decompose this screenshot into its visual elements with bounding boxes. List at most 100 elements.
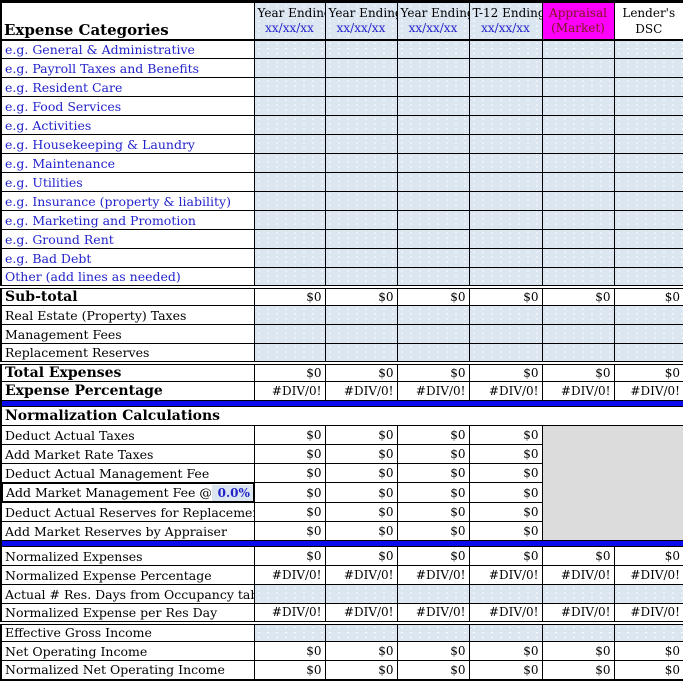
- value-cell[interactable]: $0: [541, 660, 615, 680]
- input-cell[interactable]: [468, 172, 543, 192]
- input-cell[interactable]: [468, 191, 543, 211]
- column-header-period-4[interactable]: T-12 Ending xx/xx/xx: [468, 1, 543, 41]
- row-label[interactable]: Normalized Expense per Res Day: [0, 603, 255, 625]
- row-label[interactable]: Other (add lines as needed): [0, 267, 255, 287]
- input-cell[interactable]: [253, 324, 326, 344]
- row-label[interactable]: Net Operating Income: [0, 641, 255, 661]
- value-cell[interactable]: #DIV/0!: [324, 565, 398, 585]
- row-label[interactable]: e.g. Insurance (property & liability): [0, 191, 255, 211]
- value-cell[interactable]: $0: [324, 546, 398, 566]
- value-cell[interactable]: $0: [468, 463, 543, 483]
- value-cell[interactable]: $0: [541, 284, 615, 306]
- input-cell[interactable]: [324, 77, 398, 97]
- input-cell[interactable]: [324, 324, 398, 344]
- value-cell[interactable]: $0: [468, 660, 543, 680]
- input-cell[interactable]: [324, 584, 398, 604]
- value-cell[interactable]: $0: [324, 425, 398, 445]
- row-label[interactable]: Add Market Reserves by Appraiser: [0, 521, 255, 541]
- value-cell[interactable]: $0: [396, 284, 470, 306]
- input-cell[interactable]: [253, 343, 326, 363]
- input-cell[interactable]: [541, 584, 615, 604]
- input-cell[interactable]: [613, 134, 683, 154]
- value-cell[interactable]: $0: [468, 502, 543, 522]
- value-cell[interactable]: $0: [468, 521, 543, 541]
- input-cell[interactable]: [324, 210, 398, 230]
- input-cell[interactable]: [396, 622, 470, 642]
- column-header-period-2[interactable]: Year Ending xx/xx/xx: [324, 1, 398, 41]
- input-cell[interactable]: [253, 39, 326, 59]
- input-cell[interactable]: [324, 267, 398, 287]
- row-label[interactable]: e.g. Resident Care: [0, 77, 255, 97]
- row-label[interactable]: e.g. Food Services: [0, 96, 255, 116]
- value-cell[interactable]: #DIV/0!: [468, 603, 543, 625]
- value-cell[interactable]: $0: [468, 641, 543, 661]
- input-cell[interactable]: [396, 172, 470, 192]
- input-cell[interactable]: [613, 305, 683, 325]
- row-label[interactable]: e.g. Maintenance: [0, 153, 255, 173]
- input-cell[interactable]: [613, 622, 683, 642]
- input-cell[interactable]: [324, 305, 398, 325]
- value-cell[interactable]: $0: [396, 546, 470, 566]
- value-cell[interactable]: $0: [253, 641, 326, 661]
- input-cell[interactable]: [541, 115, 615, 135]
- value-cell[interactable]: $0: [468, 360, 543, 382]
- row-label[interactable]: Expense Percentage: [0, 381, 255, 401]
- row-label[interactable]: e.g. Payroll Taxes and Benefits: [0, 58, 255, 78]
- value-cell[interactable]: $0: [324, 502, 398, 522]
- section-header[interactable]: Normalization Calculations: [0, 406, 683, 426]
- value-cell[interactable]: $0: [396, 660, 470, 680]
- input-cell[interactable]: [613, 210, 683, 230]
- input-cell[interactable]: [541, 96, 615, 116]
- column-header-period-1[interactable]: Year Ending xx/xx/xx: [253, 1, 326, 41]
- input-cell[interactable]: [468, 584, 543, 604]
- row-label[interactable]: Management Fees: [0, 324, 255, 344]
- input-cell[interactable]: [541, 343, 615, 363]
- input-cell[interactable]: [613, 267, 683, 287]
- input-cell[interactable]: [613, 115, 683, 135]
- row-label[interactable]: e.g. Utilities: [0, 172, 255, 192]
- input-cell[interactable]: [613, 191, 683, 211]
- row-label[interactable]: e.g. Marketing and Promotion: [0, 210, 255, 230]
- input-cell[interactable]: [541, 210, 615, 230]
- row-label[interactable]: e.g. Housekeeping & Laundry: [0, 134, 255, 154]
- value-cell[interactable]: $0: [541, 641, 615, 661]
- value-cell[interactable]: $0: [613, 284, 683, 306]
- value-cell[interactable]: #DIV/0!: [541, 381, 615, 401]
- input-cell[interactable]: [396, 77, 470, 97]
- row-label[interactable]: Normalized Expense Percentage: [0, 565, 255, 585]
- input-cell[interactable]: [253, 153, 326, 173]
- input-cell[interactable]: [468, 115, 543, 135]
- value-cell[interactable]: #DIV/0!: [396, 565, 470, 585]
- value-cell[interactable]: $0: [253, 284, 326, 306]
- input-cell[interactable]: [396, 229, 470, 249]
- value-cell[interactable]: $0: [396, 521, 470, 541]
- value-cell[interactable]: #DIV/0!: [396, 603, 470, 625]
- input-cell[interactable]: [613, 248, 683, 268]
- input-cell[interactable]: [324, 191, 398, 211]
- input-cell[interactable]: [253, 248, 326, 268]
- value-cell[interactable]: $0: [253, 482, 326, 503]
- input-cell[interactable]: [253, 172, 326, 192]
- input-cell[interactable]: [324, 58, 398, 78]
- value-cell[interactable]: #DIV/0!: [613, 381, 683, 401]
- value-cell[interactable]: $0: [324, 482, 398, 503]
- row-label[interactable]: e.g. Bad Debt: [0, 248, 255, 268]
- input-cell[interactable]: [396, 305, 470, 325]
- value-cell[interactable]: $0: [253, 463, 326, 483]
- value-cell[interactable]: $0: [324, 360, 398, 382]
- column-header-lenders-dsc[interactable]: Lender's DSC: [613, 1, 683, 41]
- input-cell[interactable]: [468, 248, 543, 268]
- value-cell[interactable]: $0: [253, 425, 326, 445]
- input-cell[interactable]: [468, 229, 543, 249]
- value-cell[interactable]: #DIV/0!: [468, 565, 543, 585]
- value-cell[interactable]: $0: [324, 521, 398, 541]
- value-cell[interactable]: $0: [613, 546, 683, 566]
- input-cell[interactable]: [253, 210, 326, 230]
- value-cell[interactable]: $0: [396, 360, 470, 382]
- value-cell[interactable]: $0: [468, 482, 543, 503]
- value-cell[interactable]: $0: [324, 641, 398, 661]
- value-cell[interactable]: $0: [324, 463, 398, 483]
- input-cell[interactable]: [613, 58, 683, 78]
- value-cell[interactable]: $0: [396, 502, 470, 522]
- input-cell[interactable]: [468, 77, 543, 97]
